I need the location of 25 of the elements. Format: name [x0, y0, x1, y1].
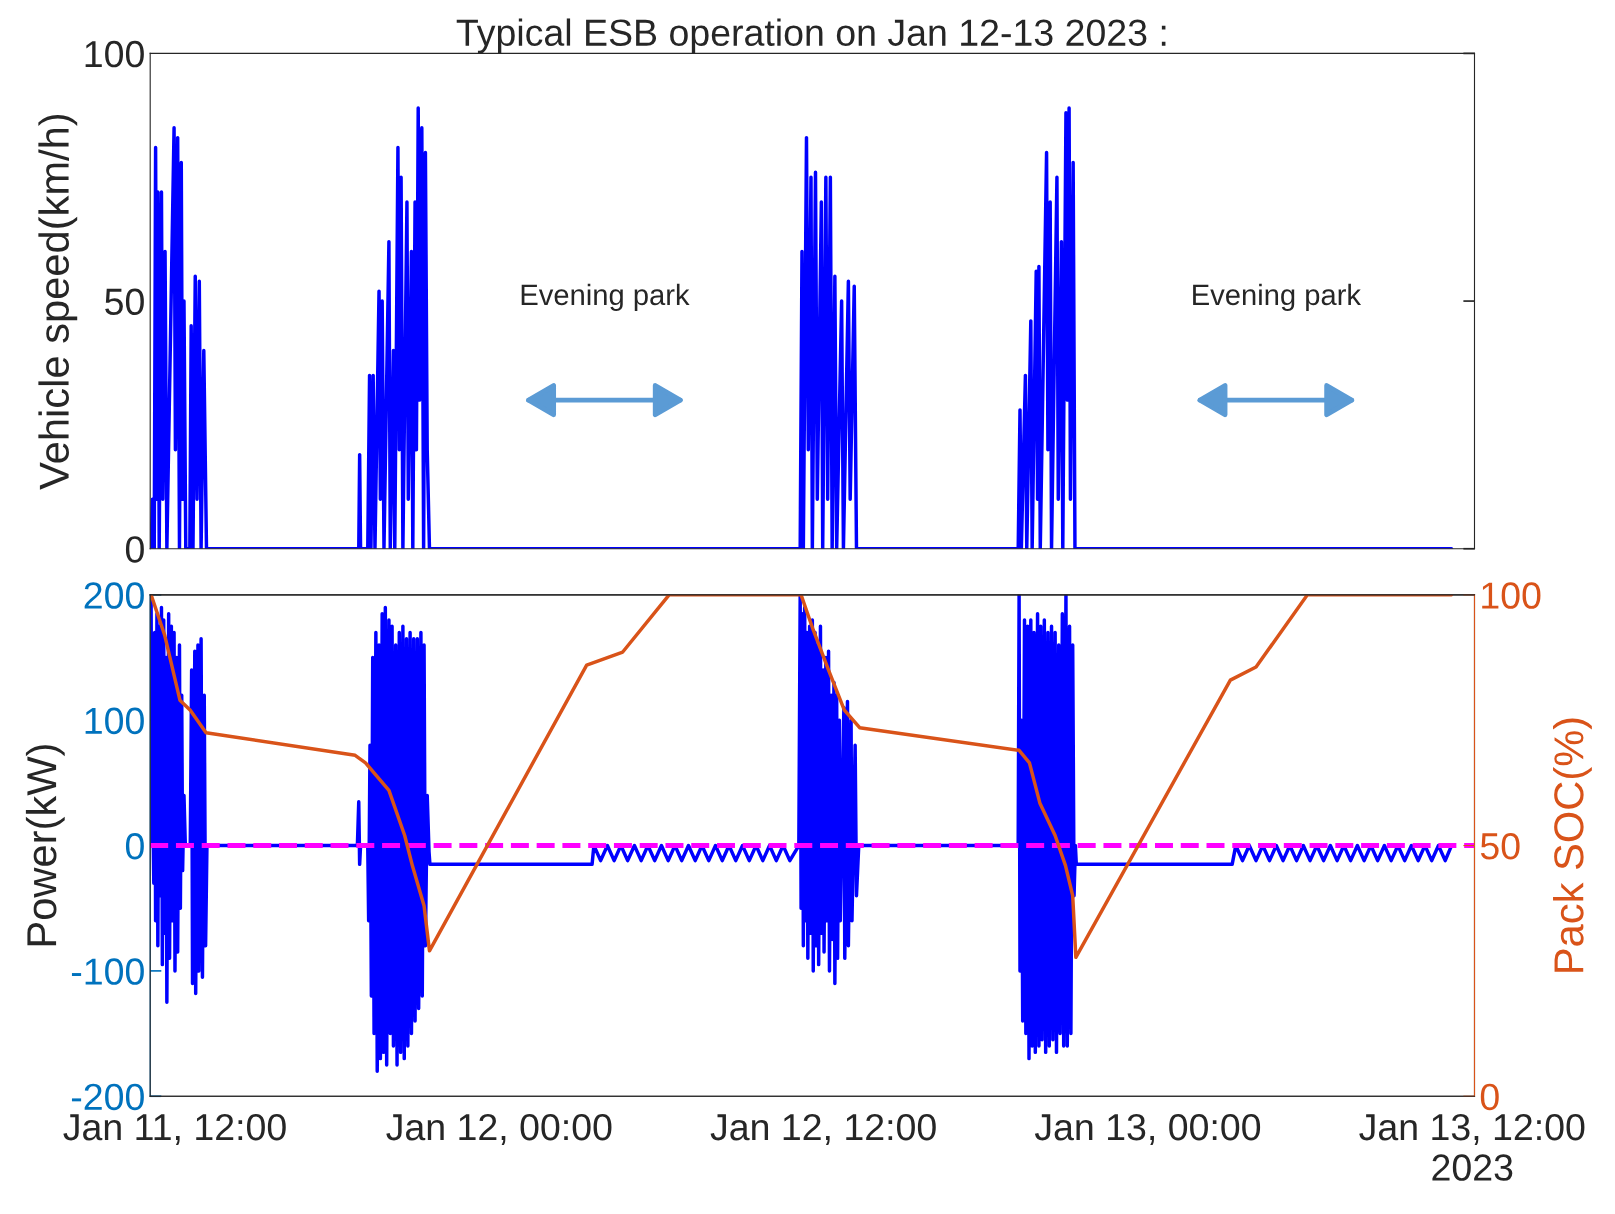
y-tick-label: -200: [71, 1083, 144, 1111]
annotation: Evening park: [1193, 283, 1362, 311]
y2-tick-label: 0: [1480, 1083, 1499, 1111]
y2-tick-label: 50: [1480, 832, 1520, 860]
y-tick-label: 200: [84, 582, 144, 609]
chart-title: Typical ESB operation on Jan 12-13 2023 :: [456, 18, 1166, 54]
line-series: [150, 106, 1454, 549]
x-tick-label: Jan 12, 00:00: [386, 1113, 612, 1145]
line-series: [150, 594, 1454, 960]
y-tick-label: 50: [105, 288, 144, 316]
y-tick-label: 0: [125, 832, 144, 860]
x-tick-label: Jan 13, 12:00 2023: [1359, 1113, 1585, 1181]
y2-tick-label: 100: [1482, 582, 1541, 609]
x-tick-label: Jan 12, 12:00: [710, 1113, 936, 1145]
y-tick-label: 100: [85, 40, 144, 68]
line-series: [150, 594, 1454, 1073]
y-tick-label: 0: [125, 536, 144, 563]
y-axis-title: Vehicle speed(km/h): [38, 114, 78, 490]
y-tick-label: -100: [71, 958, 144, 985]
annotation: Evening park: [521, 283, 690, 311]
x-tick-label: Jan 13, 00:00: [1034, 1113, 1261, 1145]
y-axis-title: Power(kW): [25, 745, 65, 946]
x-tick-label: Jan 11, 12:00: [63, 1113, 286, 1145]
y2-axis-title: Pack SOC(%): [1553, 718, 1592, 972]
y-tick-label: 100: [85, 707, 144, 735]
